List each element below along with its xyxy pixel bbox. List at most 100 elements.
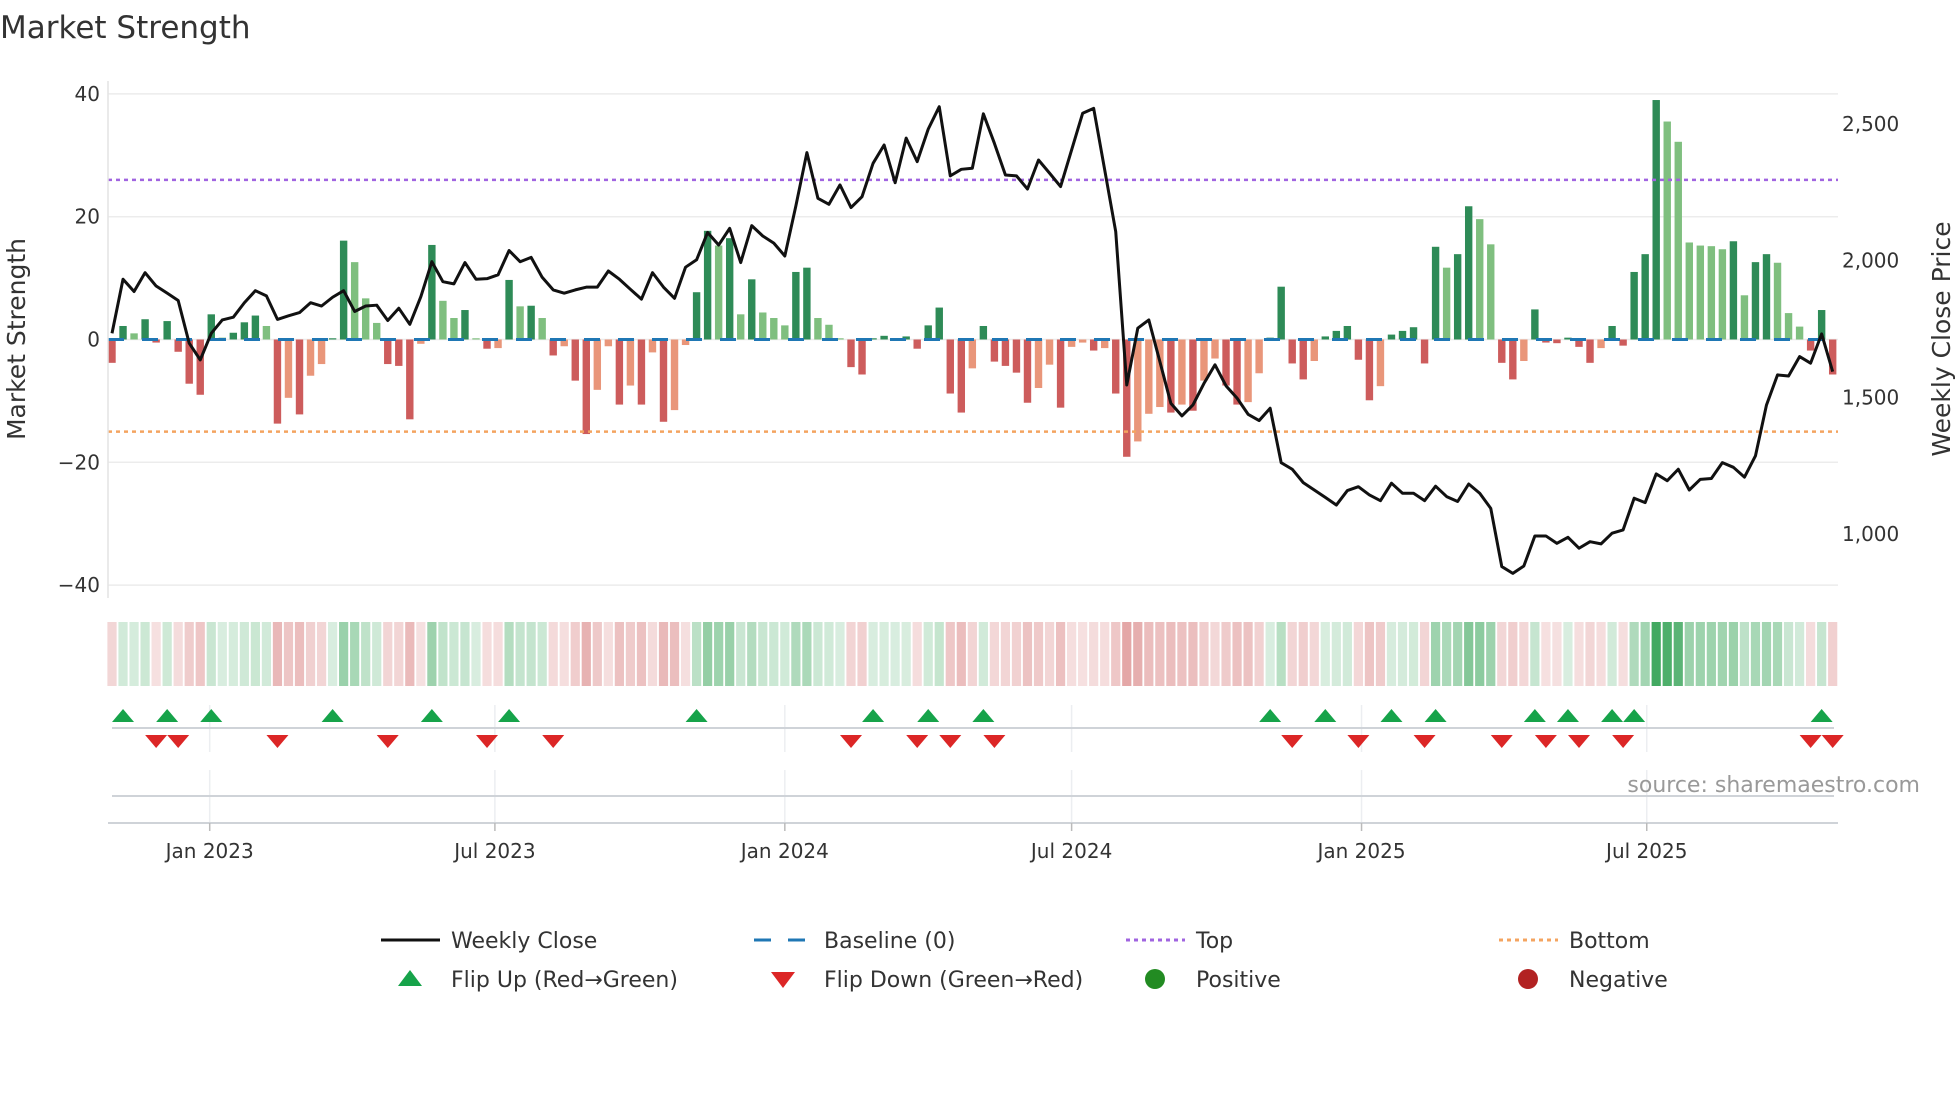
strength-bar [505,279,513,340]
strength-bar [1211,339,1219,359]
heat-cell [372,622,382,686]
strength-bar [1431,246,1440,340]
strength-bar [1244,339,1252,403]
heat-cell [857,622,867,686]
strength-bar [858,339,866,375]
strength-bar [1112,339,1120,394]
flip-up-marker [1380,709,1403,722]
heat-cell [1497,622,1507,686]
strength-bar [295,339,304,415]
flip-up-marker [200,709,223,722]
heat-cell [1221,622,1231,686]
flip-down-marker [266,735,289,748]
flip-down-marker [1612,735,1635,748]
strength-bar [1575,339,1583,347]
heat-cell [1044,622,1055,686]
strength-bar [549,339,557,356]
x-tick-label: Jan 2025 [1315,839,1405,863]
heat-cell [1111,622,1121,686]
strength-bar [1343,325,1352,340]
strength-bar [560,339,568,347]
heat-cell [162,622,172,686]
heat-cell [1199,622,1209,686]
strength-bar [968,339,977,369]
heat-cell [339,622,349,686]
heat-cell [890,622,900,686]
heat-cell [548,622,558,686]
strength-bar [450,318,458,340]
flip-up-marker [685,709,708,722]
flip-down-marker [1821,735,1844,748]
flip-down-marker [906,735,929,748]
heat-cell [206,622,216,686]
heat-cell [559,622,569,686]
heat-cell [1629,622,1639,686]
strength-bar [1442,267,1451,340]
strength-bar [1012,339,1021,373]
strength-bar [1001,339,1010,366]
heat-cell [1166,622,1176,686]
strength-bar [527,305,535,340]
strength-bar [681,339,690,346]
flip-down-marker [145,735,168,748]
strength-bar [1641,254,1649,340]
heat-cell [184,622,194,686]
heat-cell [1596,622,1606,686]
heat-cell [261,622,272,686]
heat-cell [316,622,327,686]
heat-cell [228,622,238,686]
strength-bar [1608,325,1616,340]
strength-bar [108,339,116,363]
strength-bar [1034,339,1043,389]
heat-cell [1783,622,1794,686]
strength-bar [1685,242,1693,340]
circle-icon [1145,969,1165,989]
heat-cell [769,622,779,686]
strength-bar [946,339,954,394]
strength-bar [1674,141,1682,340]
legend: Weekly Close Baseline (0) Top Bottom Flip Up… [381,929,1668,993]
legend-item-flip-down: Flip Down (Green→Red) [771,968,1083,993]
strength-bar [516,306,524,340]
strength-bar [1089,339,1098,351]
heat-cell [1817,622,1827,686]
heat-cell [438,622,448,686]
strength-bar [196,339,204,395]
heat-cell [978,622,988,686]
strength-bar [571,339,579,381]
x-tick-label: Jul 2025 [1604,839,1687,863]
heat-cell [1364,622,1375,686]
flip-down-marker [376,735,399,748]
strength-bar [417,339,425,344]
heat-cell [1353,622,1363,686]
strength-bar [1123,339,1131,457]
heat-cell [394,622,404,686]
strength-bar [1806,339,1815,351]
heat-cell [592,622,602,686]
flip-up-marker [972,709,995,722]
strength-bar [1707,246,1716,340]
heat-strip [107,622,1838,686]
heat-cell [118,622,128,686]
heat-cell [989,622,999,686]
source-credit: source: sharemaestro.com [1627,773,1920,798]
flip-up-marker [1623,709,1646,722]
flip-down-marker [167,735,190,748]
heat-cell [879,622,889,686]
strength-bar [990,339,999,362]
strength-bar [1067,339,1076,347]
heat-cell [1331,622,1341,686]
flip-down-marker [939,735,962,748]
strength-bar [1156,339,1164,408]
heat-cell [1375,622,1386,686]
flip-down-marker [1490,735,1513,748]
heat-cell [647,622,658,686]
heat-cell [736,622,746,686]
flip-down-marker [1534,735,1557,748]
strength-bar [273,339,282,424]
strength-bar [1751,262,1760,340]
legend-label: Bottom [1569,929,1650,954]
strength-bar [141,319,149,340]
flip-down-marker [983,735,1006,748]
